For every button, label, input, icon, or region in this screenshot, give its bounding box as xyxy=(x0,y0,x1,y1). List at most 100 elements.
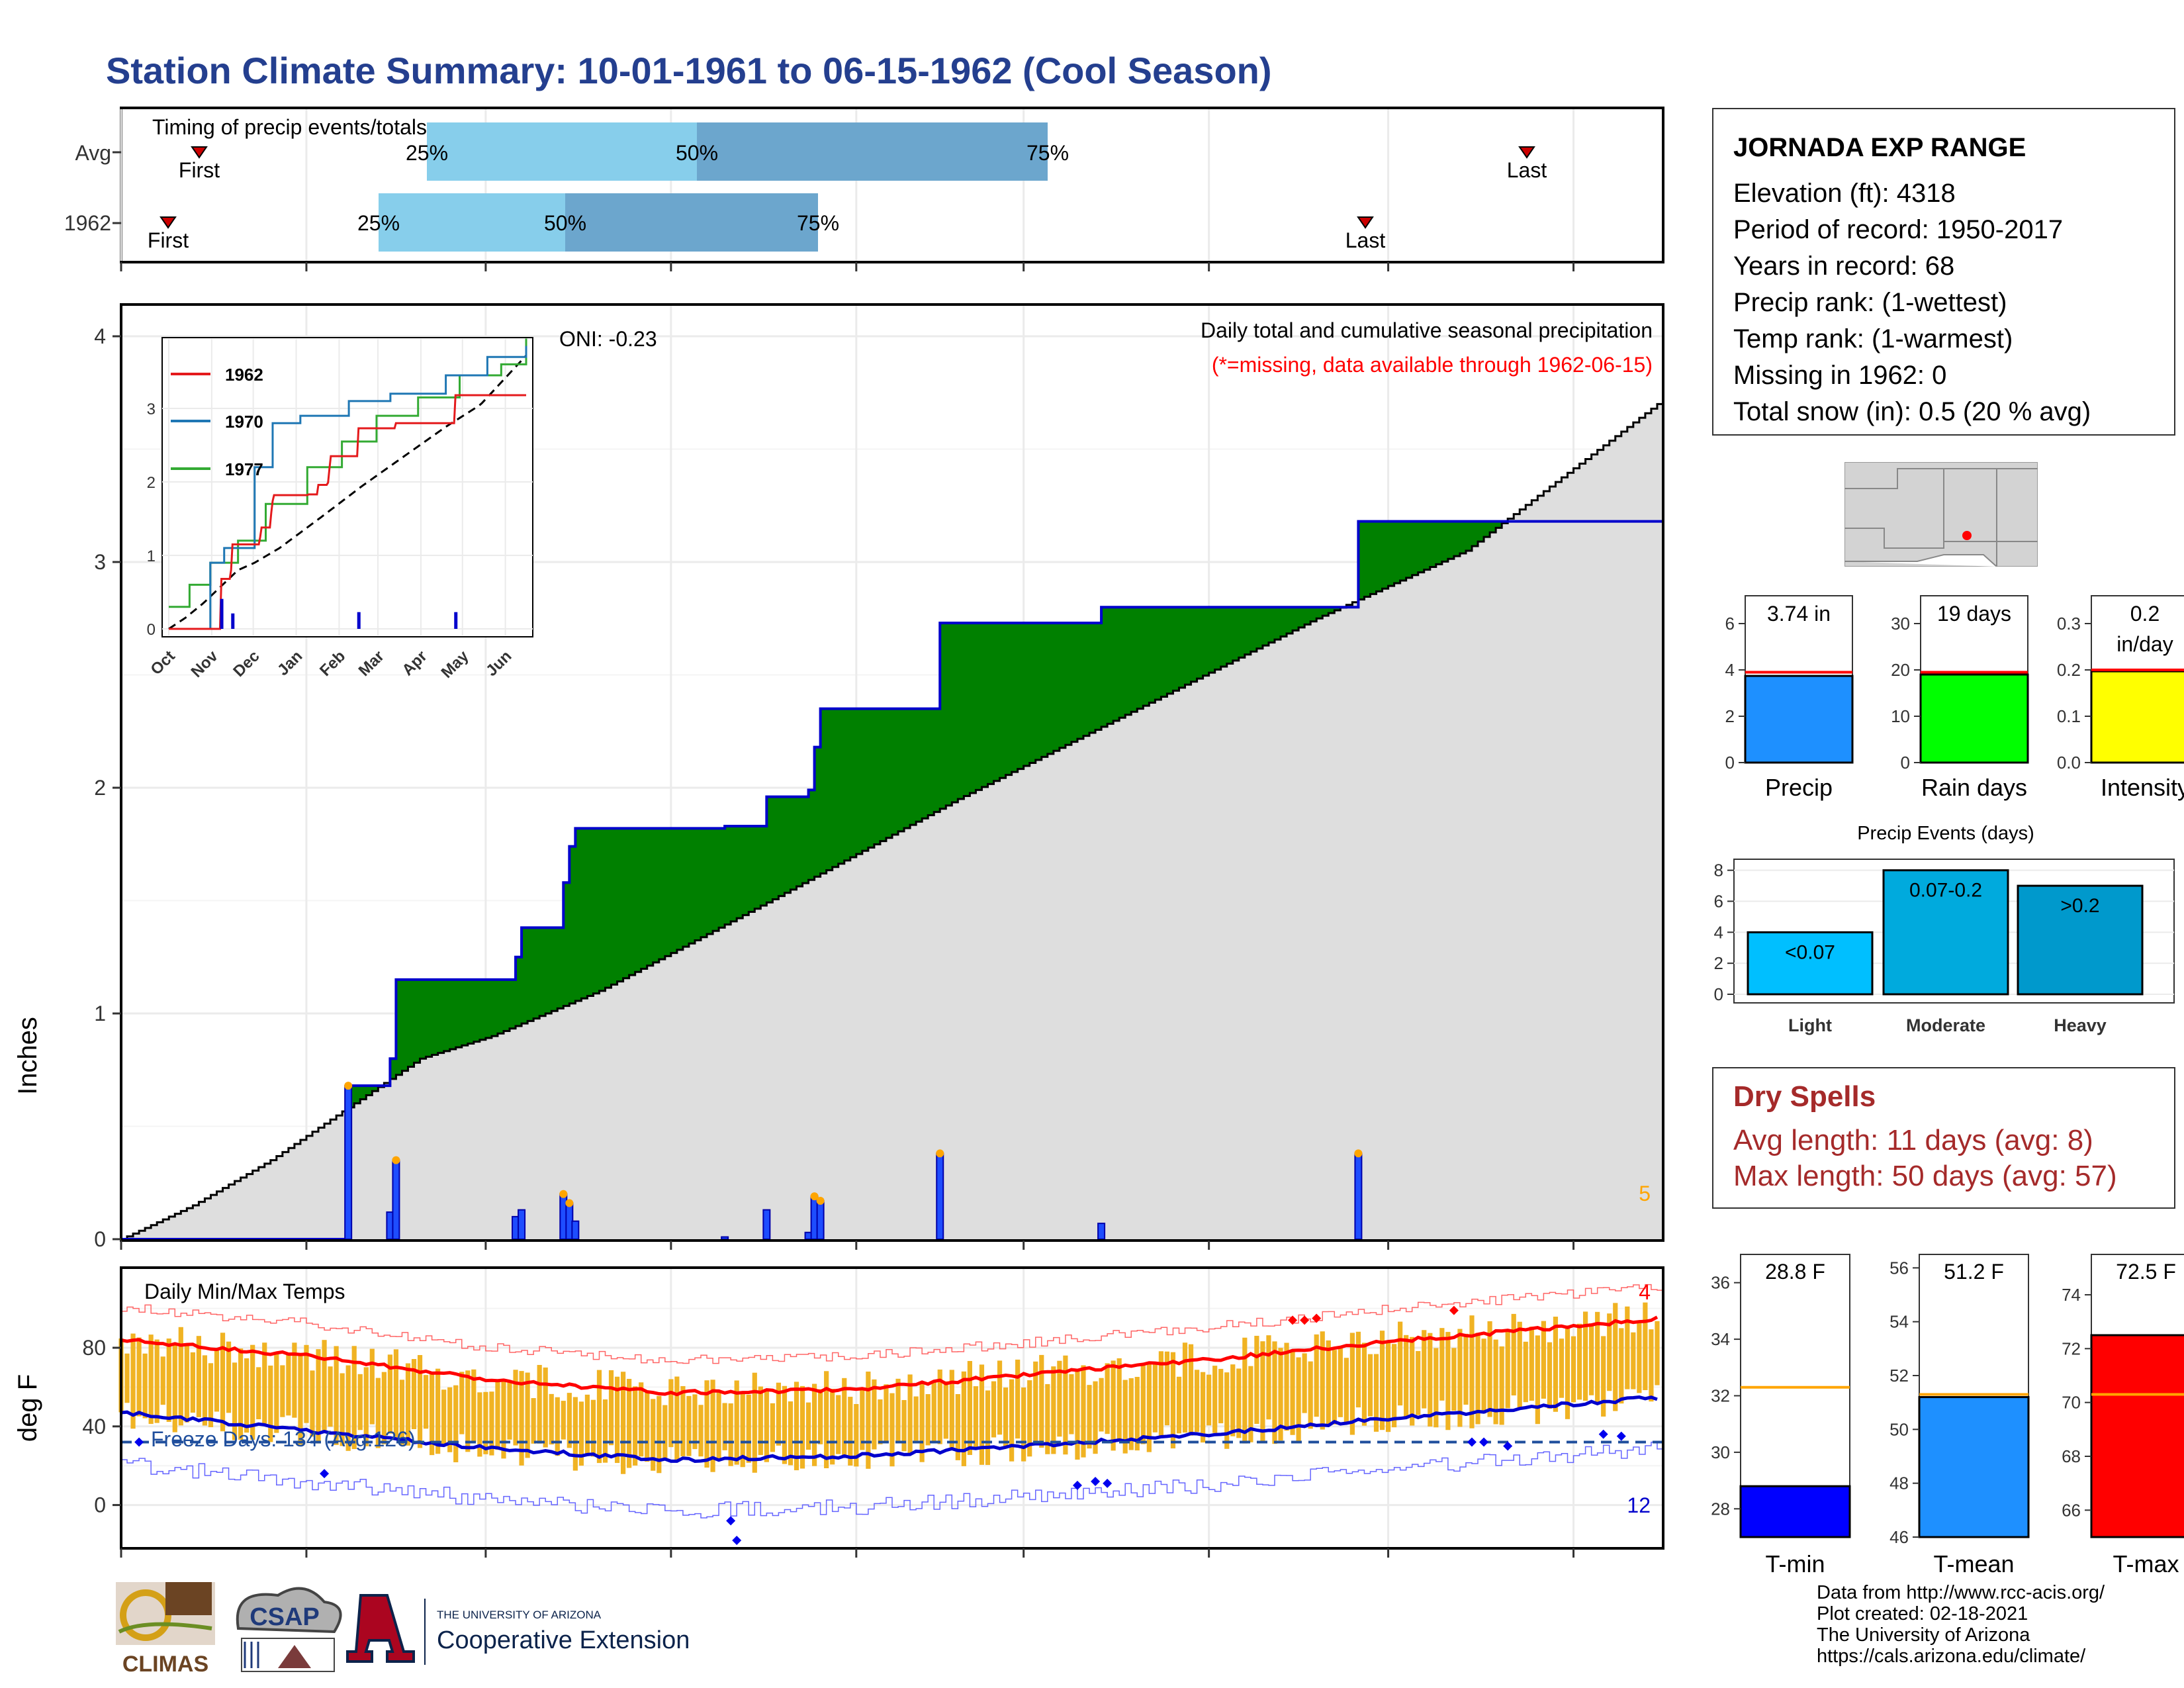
avg-quartile-high xyxy=(697,122,1048,181)
daily-temp-bar xyxy=(381,1372,387,1444)
daily-temp-bar xyxy=(1547,1342,1553,1409)
daily-temp-bar xyxy=(842,1378,847,1458)
daily-temp-bar xyxy=(728,1403,733,1466)
daily-temp-bar xyxy=(692,1394,698,1450)
precip-corner-count: 5 xyxy=(1639,1182,1651,1205)
credit-line: Data from http://www.rcc-acis.org/ xyxy=(1817,1582,2105,1603)
summary-value-label: 19 days xyxy=(1937,602,2011,626)
daily-temp-bar xyxy=(1296,1357,1301,1444)
daily-temp-bar xyxy=(1416,1350,1421,1415)
yr-p75: 75% xyxy=(797,211,839,235)
temp-summary-tick: 36 xyxy=(1711,1273,1730,1293)
credit-line: The University of Arizona xyxy=(1817,1624,2030,1646)
daily-temp-bar xyxy=(196,1336,202,1417)
daily-temp-bar xyxy=(328,1366,333,1427)
daily-temp-bar xyxy=(1201,1372,1206,1443)
inset-legend-1962: 1962 xyxy=(225,365,263,385)
record-high-marker xyxy=(1449,1305,1459,1315)
daily-temp-bar xyxy=(602,1399,608,1463)
precip-note: Daily total and cumulative seasonal prec… xyxy=(1201,318,1653,342)
station-missing: Missing in 1962: 0 xyxy=(1733,361,1947,390)
daily-temp-bar xyxy=(1314,1334,1319,1417)
daily-temp-bar xyxy=(160,1356,165,1405)
daily-temp-bar xyxy=(202,1355,208,1426)
summary-bars: 0 2 4 6 3.74 in Precip 0 10 20 30 19 days Rain days… xyxy=(1725,595,2184,801)
daily-temp-bar xyxy=(1451,1348,1457,1411)
station-precip-rank: Precip rank: (1-wettest) xyxy=(1733,288,2007,317)
daily-temp-bar xyxy=(405,1363,411,1446)
temp-summary-tick: 32 xyxy=(1711,1386,1730,1406)
daily-temp-bar xyxy=(1015,1359,1021,1439)
daily-temp-bar xyxy=(830,1389,835,1465)
month-label: Nov xyxy=(287,1560,326,1562)
daily-temp-bar xyxy=(435,1368,441,1454)
daily-temp-bar xyxy=(794,1382,799,1471)
daily-temp-bar xyxy=(901,1399,907,1452)
daily-temp-bar xyxy=(621,1372,626,1474)
daily-temp-bar xyxy=(949,1370,954,1448)
precip-ylabel: Inches xyxy=(13,1017,42,1095)
daily-temp-bar xyxy=(256,1367,261,1420)
yr-quartile-high xyxy=(565,193,818,252)
freeze-label: Freeze Days: 134 (Avg:126) xyxy=(151,1427,416,1451)
inset-ytick: 2 xyxy=(147,474,156,492)
daily-temp-bar xyxy=(848,1397,853,1466)
csap-logo: CSAP xyxy=(236,1587,342,1672)
daily-temp-bar xyxy=(411,1359,417,1429)
station-years: Years in record: 68 xyxy=(1733,252,1955,281)
daily-temp-bar xyxy=(1576,1323,1582,1400)
daily-temp-bar xyxy=(1582,1311,1588,1401)
inset-ytick: 3 xyxy=(147,400,156,418)
record-max-line xyxy=(121,1284,1663,1364)
temp-summary-tick: 52 xyxy=(1889,1366,1909,1385)
daily-temp-bar xyxy=(417,1355,423,1448)
daily-temp-bar xyxy=(351,1346,357,1450)
daily-temp-bar xyxy=(1439,1328,1445,1401)
daily-temp-bar xyxy=(1093,1381,1098,1454)
yr-p50: 50% xyxy=(544,211,586,235)
daily-temp-bar xyxy=(818,1389,823,1444)
avg-p75: 75% xyxy=(1026,141,1069,165)
daily-temp-bar xyxy=(1367,1354,1373,1417)
summary-tick: 4 xyxy=(1725,660,1735,680)
daily-temp-bar xyxy=(232,1362,238,1440)
daily-temp-bar xyxy=(220,1333,226,1432)
daily-temp-bar xyxy=(866,1371,871,1469)
daily-temp-bar xyxy=(1182,1342,1188,1433)
daily-temp-bar xyxy=(1445,1332,1451,1430)
daily-temp-bar xyxy=(340,1373,345,1446)
daily-temp-bar xyxy=(304,1344,309,1423)
temp-summary-tick: 72 xyxy=(2062,1338,2081,1358)
events-ytick: 6 xyxy=(1714,892,1723,912)
record-low-marker xyxy=(726,1516,736,1526)
daily-temp-bar xyxy=(1266,1335,1271,1420)
temp-summary-bar-t-max xyxy=(2090,1334,2184,1538)
events-ytick: 0 xyxy=(1714,984,1723,1004)
daily-temp-bar xyxy=(937,1369,942,1444)
precip-ytick-label: 2 xyxy=(94,776,106,800)
summary-tick: 0.1 xyxy=(2057,706,2081,726)
daily-temp-bar xyxy=(166,1338,171,1422)
daily-temp-bar xyxy=(298,1355,303,1445)
record-low-marker xyxy=(1467,1437,1477,1447)
events-ytick: 2 xyxy=(1714,953,1723,973)
record-low-marker xyxy=(1503,1441,1513,1451)
observed-cumulative-line xyxy=(121,520,1663,1241)
daily-temp-bar xyxy=(1099,1378,1104,1432)
daily-precip-bar xyxy=(1354,1152,1363,1241)
temp-summary-tick: 50 xyxy=(1889,1419,1909,1439)
daily-temp-bar xyxy=(214,1348,220,1412)
daily-temp-bar xyxy=(1433,1348,1439,1428)
precip-top-marker xyxy=(559,1190,568,1198)
daily-temp-bar xyxy=(1404,1335,1409,1419)
daily-temp-bar xyxy=(244,1358,250,1433)
daily-temp-bar xyxy=(674,1376,680,1460)
daily-temp-bar xyxy=(925,1394,931,1446)
temp-summary-value: 28.8 F xyxy=(1765,1260,1825,1284)
events-bar-label: 0.07-0.2 xyxy=(1909,880,1982,902)
daily-temp-bar xyxy=(124,1353,130,1403)
events-bar-moderate xyxy=(1882,869,2009,996)
summary-tick: 10 xyxy=(1891,706,1910,726)
oni-label: ONI: -0.23 xyxy=(559,327,657,351)
daily-temp-bar xyxy=(1655,1321,1660,1385)
